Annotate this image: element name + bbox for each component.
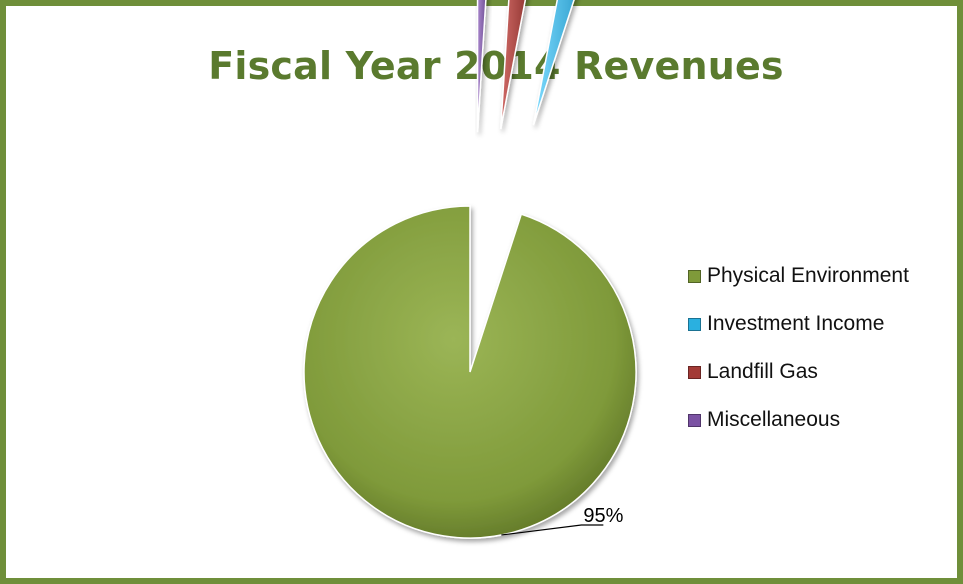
pie-slice-landfill-gas xyxy=(499,0,527,130)
pie-slice-miscellaneous xyxy=(476,0,487,133)
legend-swatch xyxy=(688,317,701,331)
legend-label: Miscellaneous xyxy=(707,408,841,431)
legend-item-landfill-gas: Landfill Gas xyxy=(688,348,909,396)
chart-title: Fiscal Year 2014 Revenues xyxy=(208,44,784,88)
legend-label: Landfill Gas xyxy=(707,360,818,383)
legend-item-physical-environment: Physical Environment xyxy=(688,252,909,300)
legend-item-investment-income: Investment Income xyxy=(688,300,909,348)
pie-slice-investment-income xyxy=(532,0,575,126)
legend-label: Investment Income xyxy=(707,312,885,335)
legend-swatch xyxy=(688,269,701,283)
legend-item-miscellaneous: Miscellaneous xyxy=(688,396,909,444)
pie-slice-physical-environment xyxy=(303,205,637,539)
chart-legend: Physical Environment Investment Income Lan… xyxy=(688,252,909,444)
legend-swatch xyxy=(688,365,701,379)
leader-line-physical-environment xyxy=(501,524,604,536)
data-label-physical-environment: 95% xyxy=(583,505,623,527)
legend-label: Physical Environment xyxy=(707,264,909,287)
legend-swatch xyxy=(688,413,701,427)
